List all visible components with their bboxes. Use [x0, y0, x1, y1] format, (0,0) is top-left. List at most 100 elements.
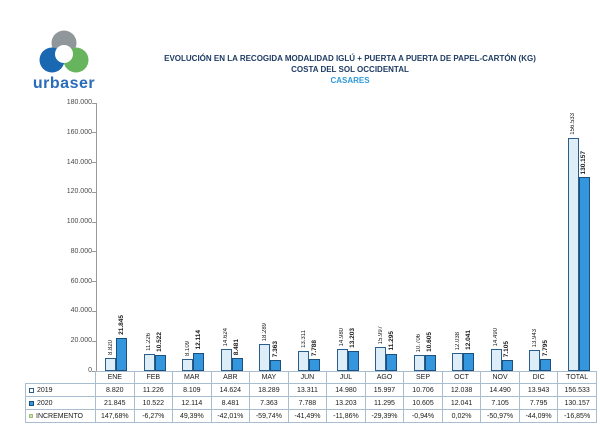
legend-marker-2019: [29, 387, 34, 393]
legend-label-incremento: INCREMENTO: [36, 412, 83, 420]
bar-value-label: 7.105: [503, 340, 511, 357]
legend-incremento: INCREMENTO: [25, 410, 96, 423]
table-cell-incremento: 49,39%: [173, 410, 212, 423]
urbaser-logo-icon: [39, 30, 89, 73]
legend-label-2020: 2020: [37, 399, 53, 407]
bar-value-label: 12.038: [454, 331, 461, 350]
table-col-header: ENE: [96, 371, 135, 384]
bar-2020-mar: [193, 353, 205, 371]
table-cell-incremento: -59,74%: [250, 410, 289, 423]
bar-2019-oct: [452, 353, 464, 371]
y-axis-tick-label: 140.000: [66, 158, 92, 166]
bar-value-label: 12.041: [464, 330, 472, 350]
y-axis-tick: [92, 221, 97, 223]
table-cell-incremento: -50,97%: [481, 410, 520, 423]
y-axis-tick-label: 40.000: [70, 307, 92, 315]
data-table: ENE FEB MAR ABR MAY JUN JUL AGO SEP OCT NOV DIC TOTA…: [25, 371, 597, 423]
bar-value-label: 18.289: [261, 322, 268, 341]
table-cell-2019: 8.820: [96, 384, 135, 397]
table-cell-2019: 14.624: [211, 384, 251, 397]
table-cell-incremento: -16,85%: [558, 410, 597, 423]
table-col-header: FEB: [134, 371, 174, 384]
bar-value-label: 156.533: [570, 113, 577, 135]
table-cell-2020: 12.114: [173, 397, 212, 410]
table-cell-2019: 14.490: [481, 384, 520, 397]
bar-2019-jun: [298, 351, 309, 371]
legend-2019: 2019: [25, 384, 96, 397]
bar-value-label: 13.943: [531, 328, 538, 347]
table-col-header: MAR: [173, 371, 212, 384]
y-axis-tick-label: 80.000: [70, 247, 92, 255]
bar-value-label: 14.490: [493, 327, 500, 346]
plot-area: 8.820 21.845 11.226 10.522 8.109 12.114 14.624…: [92, 102, 598, 372]
y-axis: 0 20.000 40.000 60.000 80.000 100.000 120.000 1…: [40, 99, 92, 374]
table-col-header: ABR: [211, 371, 251, 384]
table-col-header: NOV: [481, 371, 520, 384]
urbaser-logo: urbaser: [22, 30, 106, 93]
table-cell-incremento: -44,09%: [519, 410, 559, 423]
bar-2019-ago: [375, 347, 386, 371]
bar-2019-jul: [336, 349, 348, 371]
bar-value-label: 21.845: [117, 315, 125, 335]
bar-value-label: 15.997: [377, 325, 384, 344]
table-cell-2019: 11.226: [134, 384, 174, 397]
bar-value-label: 7.788: [310, 339, 318, 356]
table-cell-2019: 13.311: [288, 384, 328, 397]
table-cell-2020: 8.481: [211, 397, 251, 410]
bar-2019-dic: [529, 350, 541, 371]
table-cell-2019: 18.289: [250, 384, 289, 397]
table-cell-2019: 10.706: [404, 384, 443, 397]
bar-2020-sep: [424, 355, 436, 371]
bar-value-label: 7.795: [541, 339, 549, 356]
table-cell-2019: 14.980: [327, 384, 366, 397]
bar-value-label: 7.363: [271, 340, 279, 357]
bar-value-label: 130.157: [580, 150, 588, 175]
table-col-header: OCT: [442, 371, 482, 384]
y-axis-tick-label: 100.000: [66, 218, 92, 226]
bar-2020-ene: [116, 338, 128, 371]
y-axis-tick: [92, 102, 97, 104]
table-cell-2019: 8.109: [173, 384, 212, 397]
table-cell-incremento: -0,94%: [404, 410, 443, 423]
bar-value-label: 13.203: [349, 328, 356, 348]
table-cell-incremento: -41,49%: [288, 410, 328, 423]
table-cell-incremento: -6,27%: [134, 410, 174, 423]
table-col-header: MAY: [250, 371, 289, 384]
y-axis-tick: [92, 310, 97, 312]
table-cell-2020: 7.788: [288, 397, 328, 410]
bar-2019-total: [567, 138, 579, 371]
table-cell-2020: 7.795: [519, 397, 559, 410]
table-cell-2020: 13.203: [327, 397, 366, 410]
bar-value-label: 13.311: [300, 330, 307, 348]
chart-title-line2: COSTA DEL SOL OCCIDENTAL: [291, 65, 409, 74]
y-axis-tick-label: 120.000: [66, 188, 92, 196]
y-axis-tick-label: 160.000: [66, 128, 92, 136]
y-axis-tick-label: 20.000: [70, 337, 92, 345]
bar-2019-abr: [220, 349, 232, 371]
y-axis-tick: [92, 251, 97, 253]
bar-value-label: 11.226: [146, 333, 153, 351]
bar-2020-jun: [309, 359, 320, 371]
bar-value-label: 12.114: [194, 330, 202, 350]
bar-2019-mar: [182, 359, 194, 371]
legend-2020: 2020: [25, 397, 96, 410]
y-axis-tick: [92, 191, 97, 193]
legend-marker-incremento: [29, 414, 33, 418]
table-col-header: DIC: [519, 371, 559, 384]
legend-marker-2020: [29, 400, 34, 406]
table-cell-2020: 21.845: [96, 397, 135, 410]
table-cell-2019: 156.533: [558, 384, 597, 397]
bar-2020-feb: [154, 355, 166, 371]
bar-value-label: 8.820: [107, 339, 114, 355]
bar-value-label: 10.605: [426, 332, 434, 352]
y-axis-tick-label: 180.000: [66, 99, 92, 106]
table-cell-2020: 7.105: [481, 397, 520, 410]
bar-2020-dic: [540, 359, 552, 371]
bar-value-label: 8.481: [233, 338, 241, 355]
chart-title-block: EVOLUCIÓN EN LA RECOGIDA MODALIDAD IGLÚ …: [115, 53, 585, 86]
table-cell-2020: 7.363: [250, 397, 289, 410]
table-cell-incremento: 147,68%: [96, 410, 135, 423]
bar-2020-abr: [231, 358, 243, 371]
bar-2019-ene: [105, 358, 117, 371]
bar-value-label: 8.109: [184, 340, 191, 356]
